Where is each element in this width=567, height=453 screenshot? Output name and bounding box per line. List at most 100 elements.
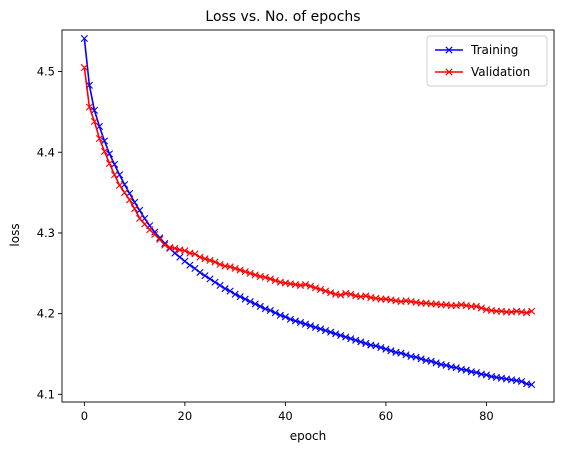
data-point-training: [482, 371, 490, 379]
data-point-training: [151, 228, 159, 236]
data-point-validation: [327, 289, 335, 297]
data-point-validation: [528, 307, 536, 315]
data-point-validation: [85, 103, 93, 111]
data-point-validation: [246, 269, 254, 277]
data-point-training: [397, 349, 405, 357]
data-point-training: [231, 290, 239, 298]
data-point-validation: [477, 304, 485, 312]
data-point-training: [221, 285, 229, 293]
data-point-validation: [136, 214, 144, 223]
data-point-training: [462, 366, 470, 374]
data-point-training: [332, 330, 340, 338]
data-point-validation: [196, 253, 204, 261]
plot-area: 0 20 40 60 80 4.1 4.2 4.3 4.4 4.5 Training Validati…: [37, 29, 555, 423]
data-point-training: [261, 305, 269, 313]
data-point-training: [236, 293, 244, 301]
data-point-training: [181, 257, 189, 265]
x-tick-label: 20: [178, 409, 193, 423]
data-point-training: [90, 106, 99, 114]
data-point-training: [256, 302, 264, 310]
data-point-validation: [266, 275, 274, 283]
data-point-training: [347, 335, 355, 343]
legend-box: [426, 35, 548, 87]
data-point-training: [357, 338, 365, 346]
data-point-training: [296, 318, 305, 327]
data-point-training: [452, 364, 460, 372]
data-point-training: [105, 150, 114, 158]
data-point-validation: [261, 273, 269, 281]
x-tick-label: 40: [278, 409, 293, 423]
data-point-training: [286, 315, 294, 323]
data-point-training: [266, 306, 274, 315]
data-point-training: [196, 268, 204, 277]
data-point-training: [156, 234, 164, 242]
data-point-validation: [523, 309, 531, 317]
data-point-validation: [241, 268, 249, 276]
data-point-training: [311, 323, 320, 331]
data-point-validation: [206, 256, 214, 264]
series-line-training: [83, 37, 533, 386]
y-tick-label: 4.4: [37, 145, 55, 159]
x-tick-label: 60: [379, 409, 394, 423]
data-point-training: [412, 353, 420, 361]
data-point-training: [301, 320, 310, 328]
x-tick-label: 80: [479, 409, 494, 423]
y-tick-label: 4.2: [37, 307, 55, 321]
data-point-training: [136, 206, 144, 214]
data-point-validation: [226, 263, 234, 271]
data-point-training: [191, 264, 199, 273]
data-point-training: [316, 325, 325, 333]
data-point-validation: [141, 220, 149, 228]
data-point-validation: [105, 159, 114, 168]
data-point-validation: [171, 244, 179, 252]
data-point-validation: [126, 196, 134, 204]
legend-label-validation: Validation: [471, 65, 530, 79]
axes-frame: [61, 29, 555, 403]
data-point-validation: [472, 302, 480, 310]
x-tick-label: 0: [81, 409, 88, 423]
data-point-validation: [271, 276, 279, 285]
data-point-validation: [311, 284, 320, 292]
data-point-validation: [90, 117, 99, 126]
data-point-validation: [322, 287, 330, 295]
legend-marker-training: [445, 46, 453, 54]
data-point-training: [442, 361, 450, 369]
data-point-training: [176, 253, 184, 261]
data-point-validation: [115, 181, 124, 189]
data-point-training: [291, 317, 300, 325]
y-tick-label: 4.1: [37, 387, 55, 401]
data-point-validation: [201, 255, 209, 263]
legend-label-training: Training: [470, 43, 518, 57]
data-point-validation: [181, 247, 189, 255]
data-point-validation: [306, 282, 315, 290]
y-axis-label: loss: [8, 223, 22, 246]
data-point-validation: [347, 290, 355, 298]
data-point-validation: [95, 134, 104, 143]
data-point-training: [352, 336, 360, 344]
data-point-validation: [131, 205, 139, 213]
data-point-training: [327, 328, 335, 336]
data-point-training: [306, 322, 315, 330]
data-point-validation: [316, 285, 325, 294]
data-point-validation: [231, 264, 239, 273]
data-point-training: [281, 313, 289, 321]
legend-marker-validation: [445, 68, 453, 76]
data-point-validation: [211, 258, 219, 266]
data-point-training: [337, 331, 345, 340]
data-point-training: [80, 34, 88, 43]
data-point-training: [342, 333, 350, 341]
data-point-training: [246, 297, 254, 306]
data-point-training: [186, 261, 194, 269]
data-point-validation: [337, 291, 345, 299]
data-point-training: [201, 272, 209, 280]
data-point-validation: [236, 266, 244, 274]
data-point-training: [517, 377, 526, 386]
legend: Training Validation: [426, 35, 548, 87]
data-point-training: [387, 347, 395, 355]
data-point-validation: [216, 260, 224, 269]
data-point-training: [241, 295, 249, 303]
data-point-training: [417, 355, 425, 363]
data-point-training: [372, 342, 380, 350]
series-line-validation: [83, 66, 533, 314]
